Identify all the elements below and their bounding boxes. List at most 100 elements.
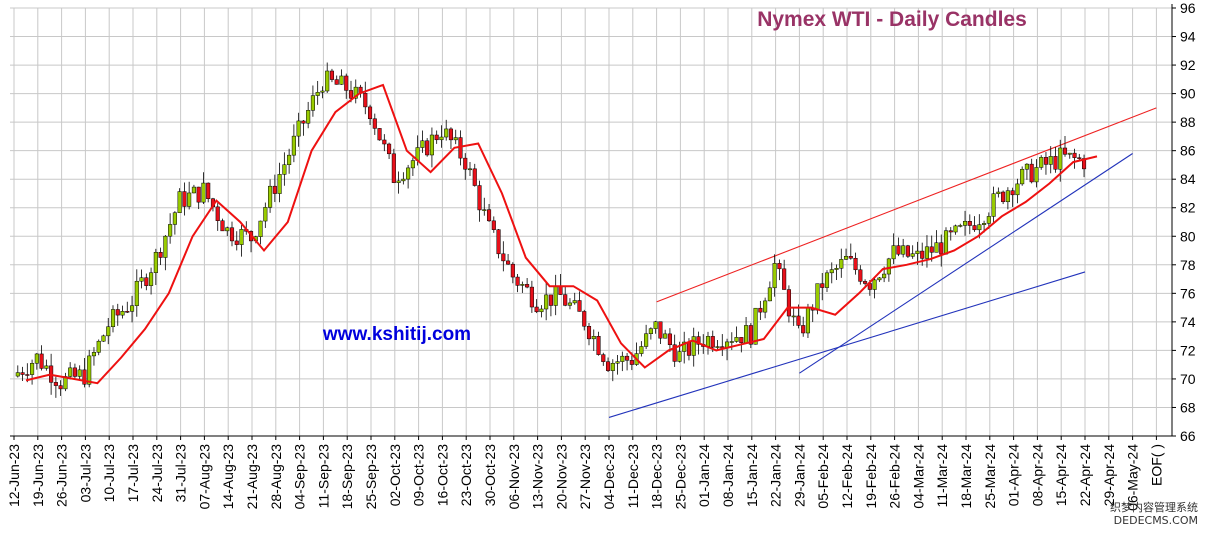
x-tick-label: 11-Dec-23 bbox=[625, 444, 641, 509]
candle-body bbox=[477, 185, 482, 211]
candle-body bbox=[1048, 156, 1053, 165]
candle bbox=[563, 286, 568, 307]
candle bbox=[615, 354, 620, 375]
candle bbox=[77, 365, 82, 381]
candle bbox=[287, 148, 292, 174]
candle bbox=[553, 274, 558, 316]
candle bbox=[234, 231, 239, 251]
candle-body bbox=[334, 79, 339, 85]
x-tick-label: EOF( ) bbox=[1148, 444, 1164, 486]
y-tick-label: 70 bbox=[1180, 371, 1196, 387]
candle-body bbox=[1039, 157, 1044, 168]
candle bbox=[482, 197, 487, 216]
candle-body bbox=[215, 206, 220, 221]
candle bbox=[72, 363, 77, 379]
candle bbox=[153, 248, 158, 286]
candle-body bbox=[34, 353, 39, 364]
candle bbox=[1048, 146, 1053, 174]
candle-body bbox=[401, 178, 406, 182]
candle bbox=[529, 280, 534, 313]
candle bbox=[644, 324, 649, 350]
candle bbox=[358, 84, 363, 98]
candle bbox=[1062, 136, 1068, 157]
candle-body bbox=[1010, 190, 1015, 196]
candle-body bbox=[572, 300, 577, 304]
candle bbox=[763, 297, 768, 319]
candle-body bbox=[344, 75, 349, 91]
candle-body bbox=[1043, 157, 1049, 165]
candle-body bbox=[353, 86, 358, 99]
candle bbox=[129, 295, 135, 323]
candle bbox=[848, 243, 853, 260]
candle bbox=[801, 316, 806, 337]
candle bbox=[596, 331, 601, 356]
y-tick-label: 84 bbox=[1180, 171, 1196, 187]
candle-body bbox=[934, 242, 939, 253]
candle bbox=[272, 174, 277, 203]
candle-body bbox=[905, 245, 910, 257]
candle-body bbox=[448, 128, 454, 141]
candle bbox=[206, 182, 211, 203]
candle bbox=[434, 130, 439, 144]
candle bbox=[410, 157, 415, 176]
candle-body bbox=[639, 346, 644, 354]
candle bbox=[648, 327, 653, 340]
candle-body bbox=[577, 300, 582, 312]
candle bbox=[344, 73, 349, 99]
candle bbox=[363, 81, 368, 115]
candle-body bbox=[486, 209, 492, 222]
candle bbox=[682, 331, 687, 364]
candle-body bbox=[977, 224, 982, 231]
x-tick-label: 14-Aug-23 bbox=[220, 444, 236, 510]
candle bbox=[58, 380, 63, 396]
candle-body bbox=[967, 221, 972, 226]
candle-body bbox=[953, 225, 958, 233]
candle-body bbox=[382, 139, 387, 145]
candle bbox=[196, 186, 201, 210]
candle bbox=[401, 172, 406, 185]
candle-body bbox=[658, 321, 663, 339]
grid-lines bbox=[10, 7, 1172, 437]
candle-body bbox=[891, 245, 896, 260]
candle-body bbox=[387, 143, 392, 155]
candle bbox=[777, 259, 782, 281]
candle bbox=[1020, 166, 1025, 186]
candle-body bbox=[896, 245, 901, 255]
candle-body bbox=[234, 240, 239, 245]
candle-body bbox=[201, 182, 206, 203]
candle bbox=[634, 342, 639, 366]
candle-body bbox=[824, 272, 830, 288]
candle-body bbox=[110, 309, 116, 327]
candle bbox=[948, 227, 953, 241]
candle-body bbox=[68, 367, 73, 377]
candle bbox=[353, 79, 358, 104]
candle-body bbox=[1024, 163, 1029, 170]
candle bbox=[315, 80, 320, 105]
candle bbox=[1043, 152, 1049, 175]
candle-body bbox=[691, 336, 696, 356]
candle-body bbox=[682, 341, 687, 352]
candle bbox=[68, 362, 73, 380]
candle-body bbox=[1020, 168, 1025, 185]
candle-body bbox=[520, 284, 525, 286]
candle-body bbox=[663, 333, 668, 339]
candle-body bbox=[425, 140, 430, 156]
candle-body bbox=[648, 328, 653, 334]
candle bbox=[667, 328, 672, 352]
candle-body bbox=[482, 209, 487, 211]
y-tick-label: 86 bbox=[1180, 143, 1196, 159]
x-axis: 12-Jun-23 19-Jun-23 26-Jun-23 03-Jul-23 10-J… bbox=[6, 435, 1198, 527]
candle bbox=[872, 278, 877, 299]
y-tick-label: 78 bbox=[1180, 257, 1196, 273]
candle-body bbox=[839, 259, 844, 269]
x-tick-label: 11-Mar-24 bbox=[934, 444, 950, 508]
candle-body bbox=[815, 283, 820, 311]
candle-body bbox=[715, 346, 720, 348]
candle bbox=[891, 233, 896, 265]
x-tick-label: 10-Jul-23 bbox=[101, 444, 117, 503]
candle bbox=[720, 334, 725, 357]
candle bbox=[1034, 159, 1039, 188]
candle bbox=[406, 164, 411, 189]
x-tick-label: 06-May-24 bbox=[1125, 444, 1141, 511]
